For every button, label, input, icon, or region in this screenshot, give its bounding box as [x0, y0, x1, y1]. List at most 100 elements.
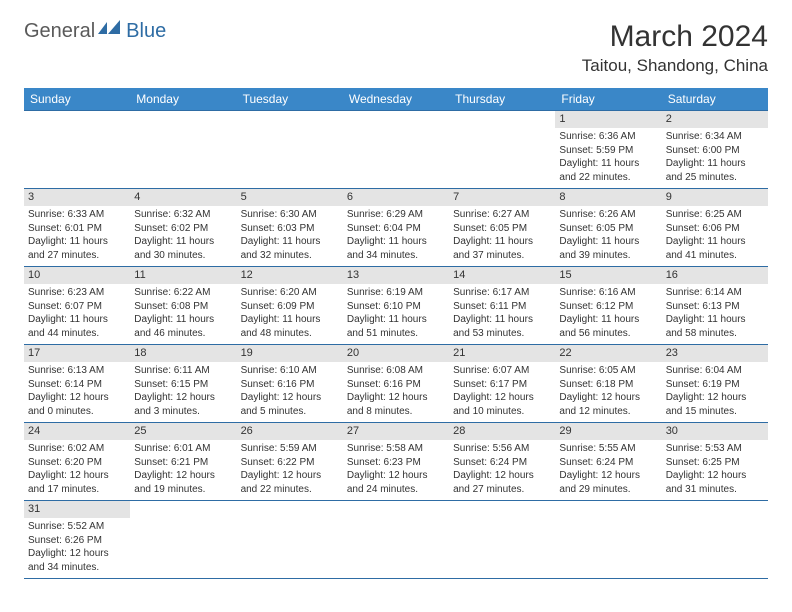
sunrise-line: Sunrise: 5:56 AM: [453, 442, 551, 456]
calendar-cell-empty: [662, 501, 768, 579]
sunrise-line: Sunrise: 5:55 AM: [559, 442, 657, 456]
sunrise-line: Sunrise: 6:23 AM: [28, 286, 126, 300]
sunrise-line: Sunrise: 6:34 AM: [666, 130, 764, 144]
day-number: 17: [24, 345, 130, 362]
day-number: 6: [343, 189, 449, 206]
day-number: 12: [237, 267, 343, 284]
sunrise-line: Sunrise: 6:11 AM: [134, 364, 232, 378]
sunset-line: Sunset: 6:25 PM: [666, 456, 764, 470]
weekday-header: Friday: [555, 88, 661, 111]
sunrise-line: Sunrise: 6:07 AM: [453, 364, 551, 378]
day-number: 31: [24, 501, 130, 518]
calendar-cell: 2Sunrise: 6:34 AMSunset: 6:00 PMDaylight…: [662, 111, 768, 189]
day-number: 3: [24, 189, 130, 206]
daylight-line: Daylight: 11 hours and 46 minutes.: [134, 313, 232, 340]
logo-text-blue: Blue: [126, 20, 166, 43]
calendar-cell: 8Sunrise: 6:26 AMSunset: 6:05 PMDaylight…: [555, 189, 661, 267]
sunrise-line: Sunrise: 6:04 AM: [666, 364, 764, 378]
daylight-line: Daylight: 11 hours and 44 minutes.: [28, 313, 126, 340]
day-number: 10: [24, 267, 130, 284]
day-content: Sunrise: 6:08 AMSunset: 6:16 PMDaylight:…: [343, 362, 449, 420]
calendar-cell: 15Sunrise: 6:16 AMSunset: 6:12 PMDayligh…: [555, 267, 661, 345]
sunset-line: Sunset: 5:59 PM: [559, 144, 657, 158]
calendar-cell: 11Sunrise: 6:22 AMSunset: 6:08 PMDayligh…: [130, 267, 236, 345]
sunset-line: Sunset: 6:15 PM: [134, 378, 232, 392]
calendar-cell: 19Sunrise: 6:10 AMSunset: 6:16 PMDayligh…: [237, 345, 343, 423]
calendar-cell: 28Sunrise: 5:56 AMSunset: 6:24 PMDayligh…: [449, 423, 555, 501]
sunrise-line: Sunrise: 6:05 AM: [559, 364, 657, 378]
daylight-line: Daylight: 12 hours and 27 minutes.: [453, 469, 551, 496]
sunrise-line: Sunrise: 5:59 AM: [241, 442, 339, 456]
daylight-line: Daylight: 11 hours and 34 minutes.: [347, 235, 445, 262]
day-content: Sunrise: 6:16 AMSunset: 6:12 PMDaylight:…: [555, 284, 661, 342]
daylight-line: Daylight: 11 hours and 32 minutes.: [241, 235, 339, 262]
sunrise-line: Sunrise: 6:10 AM: [241, 364, 339, 378]
weekday-header: Monday: [130, 88, 236, 111]
month-title: March 2024: [582, 20, 768, 54]
daylight-line: Daylight: 12 hours and 22 minutes.: [241, 469, 339, 496]
day-number-empty: [662, 501, 768, 518]
daylight-line: Daylight: 12 hours and 19 minutes.: [134, 469, 232, 496]
weekday-header: Thursday: [449, 88, 555, 111]
sunset-line: Sunset: 6:19 PM: [666, 378, 764, 392]
sunrise-line: Sunrise: 6:17 AM: [453, 286, 551, 300]
sunset-line: Sunset: 6:09 PM: [241, 300, 339, 314]
day-number: 20: [343, 345, 449, 362]
sunset-line: Sunset: 6:08 PM: [134, 300, 232, 314]
calendar-cell: 4 Sunrise: 6:32 AMSunset: 6:02 PMDaylight…: [130, 189, 236, 267]
sunset-line: Sunset: 6:02 PM: [134, 222, 232, 236]
calendar-cell: 1Sunrise: 6:36 AMSunset: 5:59 PMDaylight…: [555, 111, 661, 189]
sunset-line: Sunset: 6:16 PM: [347, 378, 445, 392]
sunrise-line: Sunrise: 6:33 AM: [28, 208, 126, 222]
calendar-cell: 13Sunrise: 6:19 AMSunset: 6:10 PMDayligh…: [343, 267, 449, 345]
sunset-line: Sunset: 6:23 PM: [347, 456, 445, 470]
day-number: 4: [130, 189, 236, 206]
calendar-cell-empty: [449, 501, 555, 579]
day-number: 26: [237, 423, 343, 440]
sunset-line: Sunset: 6:06 PM: [666, 222, 764, 236]
sunrise-line: Sunrise: 6:19 AM: [347, 286, 445, 300]
sunset-line: Sunset: 6:24 PM: [453, 456, 551, 470]
day-number-empty: [343, 111, 449, 128]
sunrise-line: Sunrise: 6:32 AM: [134, 208, 232, 222]
sunset-line: Sunset: 6:18 PM: [559, 378, 657, 392]
location: Taitou, Shandong, China: [582, 56, 768, 76]
sunrise-line: Sunrise: 6:30 AM: [241, 208, 339, 222]
calendar-table: Sunday Monday Tuesday Wednesday Thursday…: [24, 88, 768, 579]
day-content: Sunrise: 6:17 AMSunset: 6:11 PMDaylight:…: [449, 284, 555, 342]
day-number-empty: [237, 111, 343, 128]
sunset-line: Sunset: 6:07 PM: [28, 300, 126, 314]
calendar-cell-empty: [130, 111, 236, 189]
calendar-cell: 29Sunrise: 5:55 AMSunset: 6:24 PMDayligh…: [555, 423, 661, 501]
sunrise-line: Sunrise: 6:29 AM: [347, 208, 445, 222]
calendar-body: 1Sunrise: 6:36 AMSunset: 5:59 PMDaylight…: [24, 111, 768, 579]
daylight-line: Daylight: 11 hours and 30 minutes.: [134, 235, 232, 262]
day-content: Sunrise: 5:52 AMSunset: 6:26 PMDaylight:…: [24, 518, 130, 576]
sunrise-line: Sunrise: 5:58 AM: [347, 442, 445, 456]
calendar-row: 17Sunrise: 6:13 AMSunset: 6:14 PMDayligh…: [24, 345, 768, 423]
day-number: 11: [130, 267, 236, 284]
sunset-line: Sunset: 6:13 PM: [666, 300, 764, 314]
daylight-line: Daylight: 11 hours and 48 minutes.: [241, 313, 339, 340]
day-content: Sunrise: 6:33 AMSunset: 6:01 PMDaylight:…: [24, 206, 130, 264]
calendar-cell: 26Sunrise: 5:59 AMSunset: 6:22 PMDayligh…: [237, 423, 343, 501]
daylight-line: Daylight: 11 hours and 51 minutes.: [347, 313, 445, 340]
sunrise-line: Sunrise: 6:13 AM: [28, 364, 126, 378]
daylight-line: Daylight: 12 hours and 3 minutes.: [134, 391, 232, 418]
daylight-line: Daylight: 12 hours and 10 minutes.: [453, 391, 551, 418]
calendar-cell-empty: [237, 111, 343, 189]
day-content: Sunrise: 6:01 AMSunset: 6:21 PMDaylight:…: [130, 440, 236, 498]
calendar-cell: 5Sunrise: 6:30 AMSunset: 6:03 PMDaylight…: [237, 189, 343, 267]
daylight-line: Daylight: 12 hours and 17 minutes.: [28, 469, 126, 496]
day-number: 18: [130, 345, 236, 362]
sunrise-line: Sunrise: 6:01 AM: [134, 442, 232, 456]
sunset-line: Sunset: 6:05 PM: [559, 222, 657, 236]
flag-icon: [98, 20, 124, 43]
day-content: Sunrise: 6:07 AMSunset: 6:17 PMDaylight:…: [449, 362, 555, 420]
calendar-row: 10Sunrise: 6:23 AMSunset: 6:07 PMDayligh…: [24, 267, 768, 345]
day-content: Sunrise: 6:04 AMSunset: 6:19 PMDaylight:…: [662, 362, 768, 420]
day-number-empty: [237, 501, 343, 518]
day-number: 5: [237, 189, 343, 206]
calendar-cell-empty: [343, 501, 449, 579]
daylight-line: Daylight: 11 hours and 27 minutes.: [28, 235, 126, 262]
